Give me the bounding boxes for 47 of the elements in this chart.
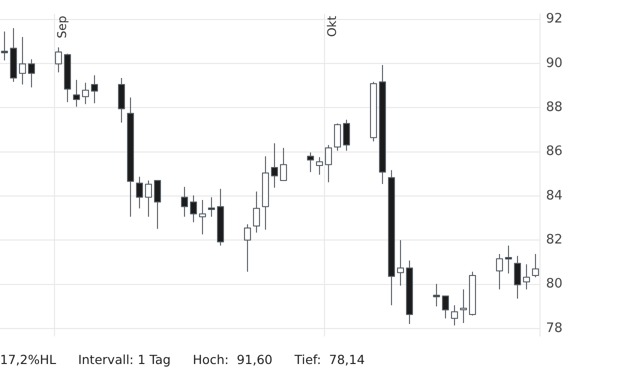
candlestick (343, 119, 350, 152)
candlestick (190, 194, 197, 223)
y-tick-label: 78 (546, 320, 563, 336)
candlestick (505, 245, 512, 274)
candlestick (145, 180, 152, 218)
text: 17,2%HL (0, 352, 56, 367)
y-tick-label: 88 (546, 100, 563, 116)
candlestick (532, 254, 539, 278)
candlestick (523, 264, 530, 290)
candlestick (244, 224, 251, 272)
candlestick (316, 156, 323, 176)
candlestick (208, 196, 215, 218)
candlestick (91, 74, 98, 104)
candlestick (433, 283, 440, 307)
candlestick (460, 288, 467, 324)
candlestick (82, 82, 89, 105)
candlestick (307, 152, 314, 173)
text: Tief: 78,14 (294, 352, 365, 367)
candlestick (55, 46, 62, 73)
candlestick (271, 142, 278, 188)
candlestick (253, 191, 260, 234)
candlestick (334, 123, 341, 152)
text: Intervall: 1 Tag (78, 352, 171, 367)
x-tick-label: Sep (55, 16, 70, 38)
candlestick (397, 240, 404, 286)
x-tick-label: Okt (325, 16, 340, 37)
y-tick-label: 92 (546, 12, 563, 27)
candlestick (136, 176, 143, 209)
candlestick (73, 79, 80, 108)
y-tick-label: 84 (546, 188, 563, 204)
y-tick-label: 90 (546, 56, 563, 71)
candlestick (199, 199, 206, 235)
candlestick (514, 255, 521, 300)
candlestick (154, 180, 161, 230)
candlestick (28, 58, 35, 88)
y-tick-label: 80 (546, 276, 563, 292)
candlestick (19, 36, 26, 85)
candlestick (451, 304, 458, 326)
text: Hoch: 91,60 (192, 352, 272, 367)
candlestick (496, 254, 503, 290)
candlestick (181, 186, 188, 218)
y-tick-label: 86 (546, 144, 563, 160)
candlestick (325, 144, 332, 183)
y-tick-label: 82 (546, 232, 563, 248)
candlestick (280, 147, 287, 182)
candlestick (1, 30, 8, 61)
candlestick (442, 296, 449, 319)
